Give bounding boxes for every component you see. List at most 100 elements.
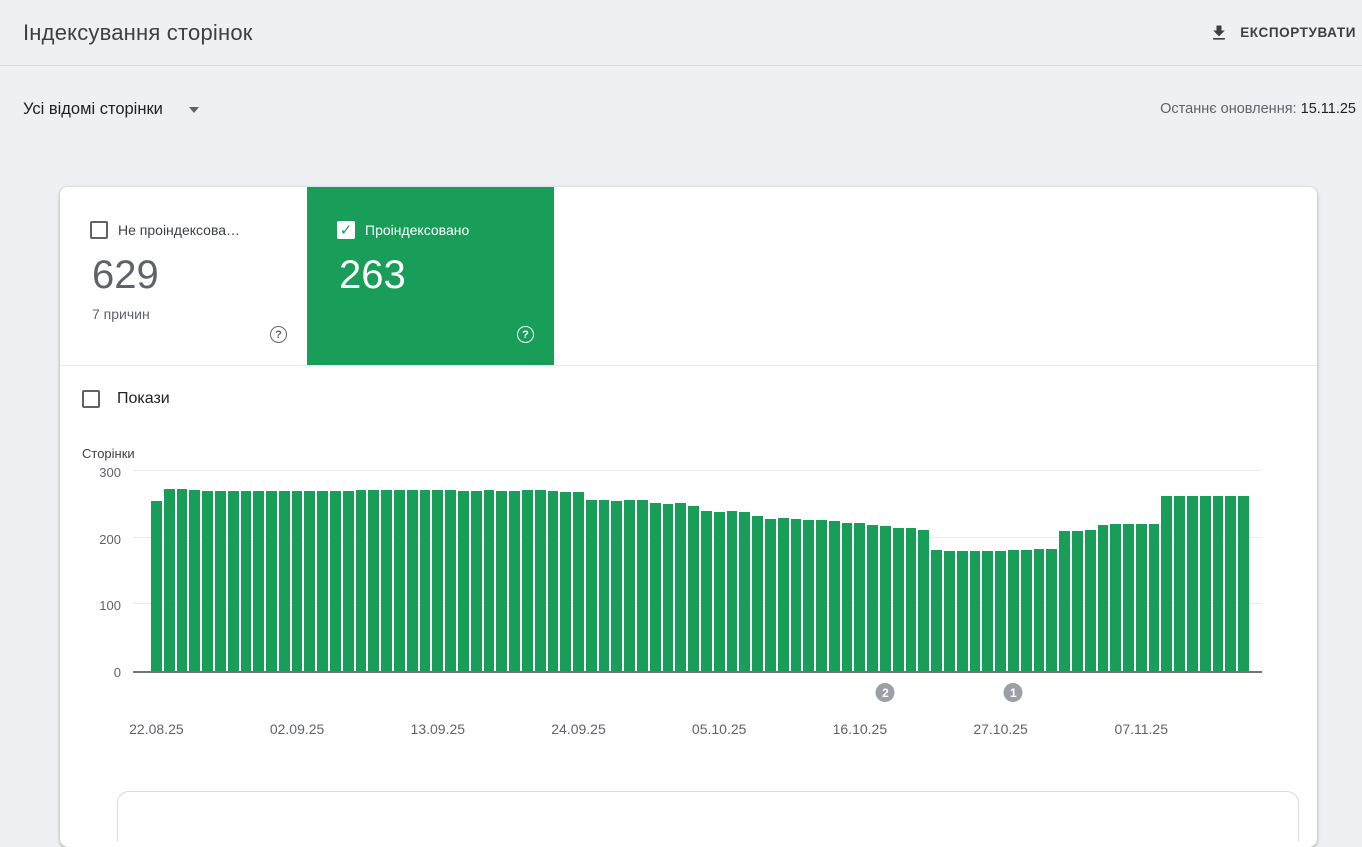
- chart-bar[interactable]: [1007, 550, 1019, 671]
- chart-bar[interactable]: [777, 517, 789, 671]
- chart-bar[interactable]: [662, 503, 674, 671]
- chart-bar[interactable]: [1110, 524, 1122, 671]
- help-icon[interactable]: ?: [270, 326, 287, 343]
- chart-bar[interactable]: [649, 503, 661, 671]
- y-tick-label: 0: [113, 665, 121, 680]
- chart-bar[interactable]: [880, 526, 891, 671]
- x-tick-label: 07.11.25: [1114, 721, 1168, 737]
- chart-bar[interactable]: [611, 501, 623, 671]
- chart-bar[interactable]: [726, 511, 738, 671]
- chart-bar[interactable]: [342, 491, 354, 671]
- annotation-marker[interactable]: 2: [875, 683, 895, 702]
- chart-bar[interactable]: [918, 529, 930, 671]
- chart-bar[interactable]: [995, 551, 1006, 671]
- chart-bar[interactable]: [151, 501, 162, 671]
- chart-bar[interactable]: [969, 551, 981, 671]
- chart-bar[interactable]: [816, 519, 827, 671]
- indexed-tile[interactable]: Проіндексовано 263 ?: [307, 187, 554, 365]
- chart-bar[interactable]: [944, 551, 955, 671]
- chart-bar[interactable]: [1225, 495, 1237, 671]
- chart-bar[interactable]: [1238, 495, 1249, 671]
- chart-bar[interactable]: [330, 491, 341, 671]
- chart-bar[interactable]: [394, 489, 405, 671]
- chart-bar[interactable]: [496, 491, 508, 671]
- chart-bar[interactable]: [1033, 549, 1045, 671]
- chart-bar[interactable]: [432, 489, 444, 671]
- chart-bar[interactable]: [534, 490, 546, 671]
- chart-bar[interactable]: [739, 512, 751, 671]
- chart-bar[interactable]: [470, 491, 482, 671]
- chart-bar[interactable]: [509, 491, 520, 671]
- chart-bar[interactable]: [240, 491, 252, 671]
- chart-bar[interactable]: [381, 489, 392, 671]
- chart-bar[interactable]: [317, 491, 329, 671]
- chart-bar[interactable]: [189, 489, 201, 671]
- chart-bar[interactable]: [701, 511, 712, 671]
- chart-bar[interactable]: [624, 500, 636, 671]
- chart-bar[interactable]: [854, 523, 866, 671]
- impressions-checkbox[interactable]: [82, 390, 100, 408]
- chart-bar[interactable]: [637, 499, 648, 671]
- chart-bar[interactable]: [1123, 524, 1134, 671]
- chart-bar[interactable]: [304, 491, 316, 671]
- chart-bar[interactable]: [253, 491, 265, 671]
- chart-bar[interactable]: [214, 491, 226, 671]
- chart-bar[interactable]: [803, 520, 815, 671]
- chart-bar[interactable]: [1020, 549, 1032, 671]
- chart-bar[interactable]: [867, 525, 879, 671]
- chart-bar[interactable]: [892, 527, 904, 671]
- chart-bar[interactable]: [1135, 524, 1147, 671]
- annotation-marker[interactable]: 1: [1003, 683, 1023, 702]
- chart-bar[interactable]: [560, 491, 572, 671]
- y-tick-label: 300: [99, 465, 121, 480]
- chart-bar[interactable]: [688, 505, 699, 671]
- chart-bar[interactable]: [1187, 496, 1198, 671]
- chart-bar[interactable]: [931, 550, 942, 671]
- chart-bar[interactable]: [1148, 523, 1160, 671]
- chart-bar[interactable]: [163, 489, 175, 671]
- chart-bar[interactable]: [419, 490, 431, 671]
- help-icon[interactable]: ?: [517, 326, 534, 343]
- chart-bar[interactable]: [675, 503, 687, 671]
- chart-bar[interactable]: [841, 523, 853, 671]
- chart-bar[interactable]: [1199, 496, 1211, 671]
- chart-bar[interactable]: [1212, 495, 1224, 671]
- chart-bar[interactable]: [368, 489, 380, 671]
- chart-bar[interactable]: [982, 551, 994, 671]
- chart-bar[interactable]: [1174, 496, 1186, 671]
- chart-bar[interactable]: [764, 519, 776, 671]
- chart-bar[interactable]: [445, 490, 456, 671]
- chart-bar[interactable]: [547, 491, 559, 671]
- chart-bar[interactable]: [905, 528, 917, 671]
- chart-bar[interactable]: [713, 512, 725, 671]
- chart-bar[interactable]: [202, 491, 213, 671]
- chart-bar[interactable]: [1097, 525, 1109, 671]
- chart-bar[interactable]: [227, 491, 239, 671]
- not-indexed-tile[interactable]: Не проіндексова… 629 7 причин ?: [60, 187, 307, 365]
- chart-bar[interactable]: [1059, 531, 1070, 671]
- chart-bar[interactable]: [956, 551, 968, 671]
- chart-bar[interactable]: [1084, 529, 1096, 671]
- chart-bar[interactable]: [1046, 549, 1058, 671]
- chart-bar[interactable]: [521, 490, 533, 671]
- chart-bar[interactable]: [483, 490, 495, 671]
- export-button[interactable]: ЕКСПОРТУВАТИ: [1207, 15, 1358, 51]
- page-filter-dropdown[interactable]: Усі відомі сторінки: [23, 98, 199, 121]
- chart-bar[interactable]: [457, 491, 469, 671]
- chart-bar[interactable]: [1071, 531, 1083, 671]
- not-indexed-checkbox[interactable]: [90, 221, 108, 239]
- chart-bar[interactable]: [1161, 496, 1173, 671]
- chart-bar[interactable]: [266, 491, 277, 671]
- chart-bar[interactable]: [278, 491, 290, 671]
- chart-bar[interactable]: [598, 500, 610, 671]
- chart-bar[interactable]: [291, 491, 303, 671]
- chart-bar[interactable]: [790, 519, 802, 671]
- chart-bar[interactable]: [585, 499, 597, 671]
- chart-bar[interactable]: [355, 490, 367, 671]
- chart-bar[interactable]: [406, 490, 418, 671]
- chart-bar[interactable]: [752, 516, 763, 671]
- chart-bar[interactable]: [828, 521, 840, 671]
- indexed-checkbox[interactable]: [337, 221, 355, 239]
- chart-bar[interactable]: [573, 492, 584, 671]
- chart-bar[interactable]: [176, 489, 188, 671]
